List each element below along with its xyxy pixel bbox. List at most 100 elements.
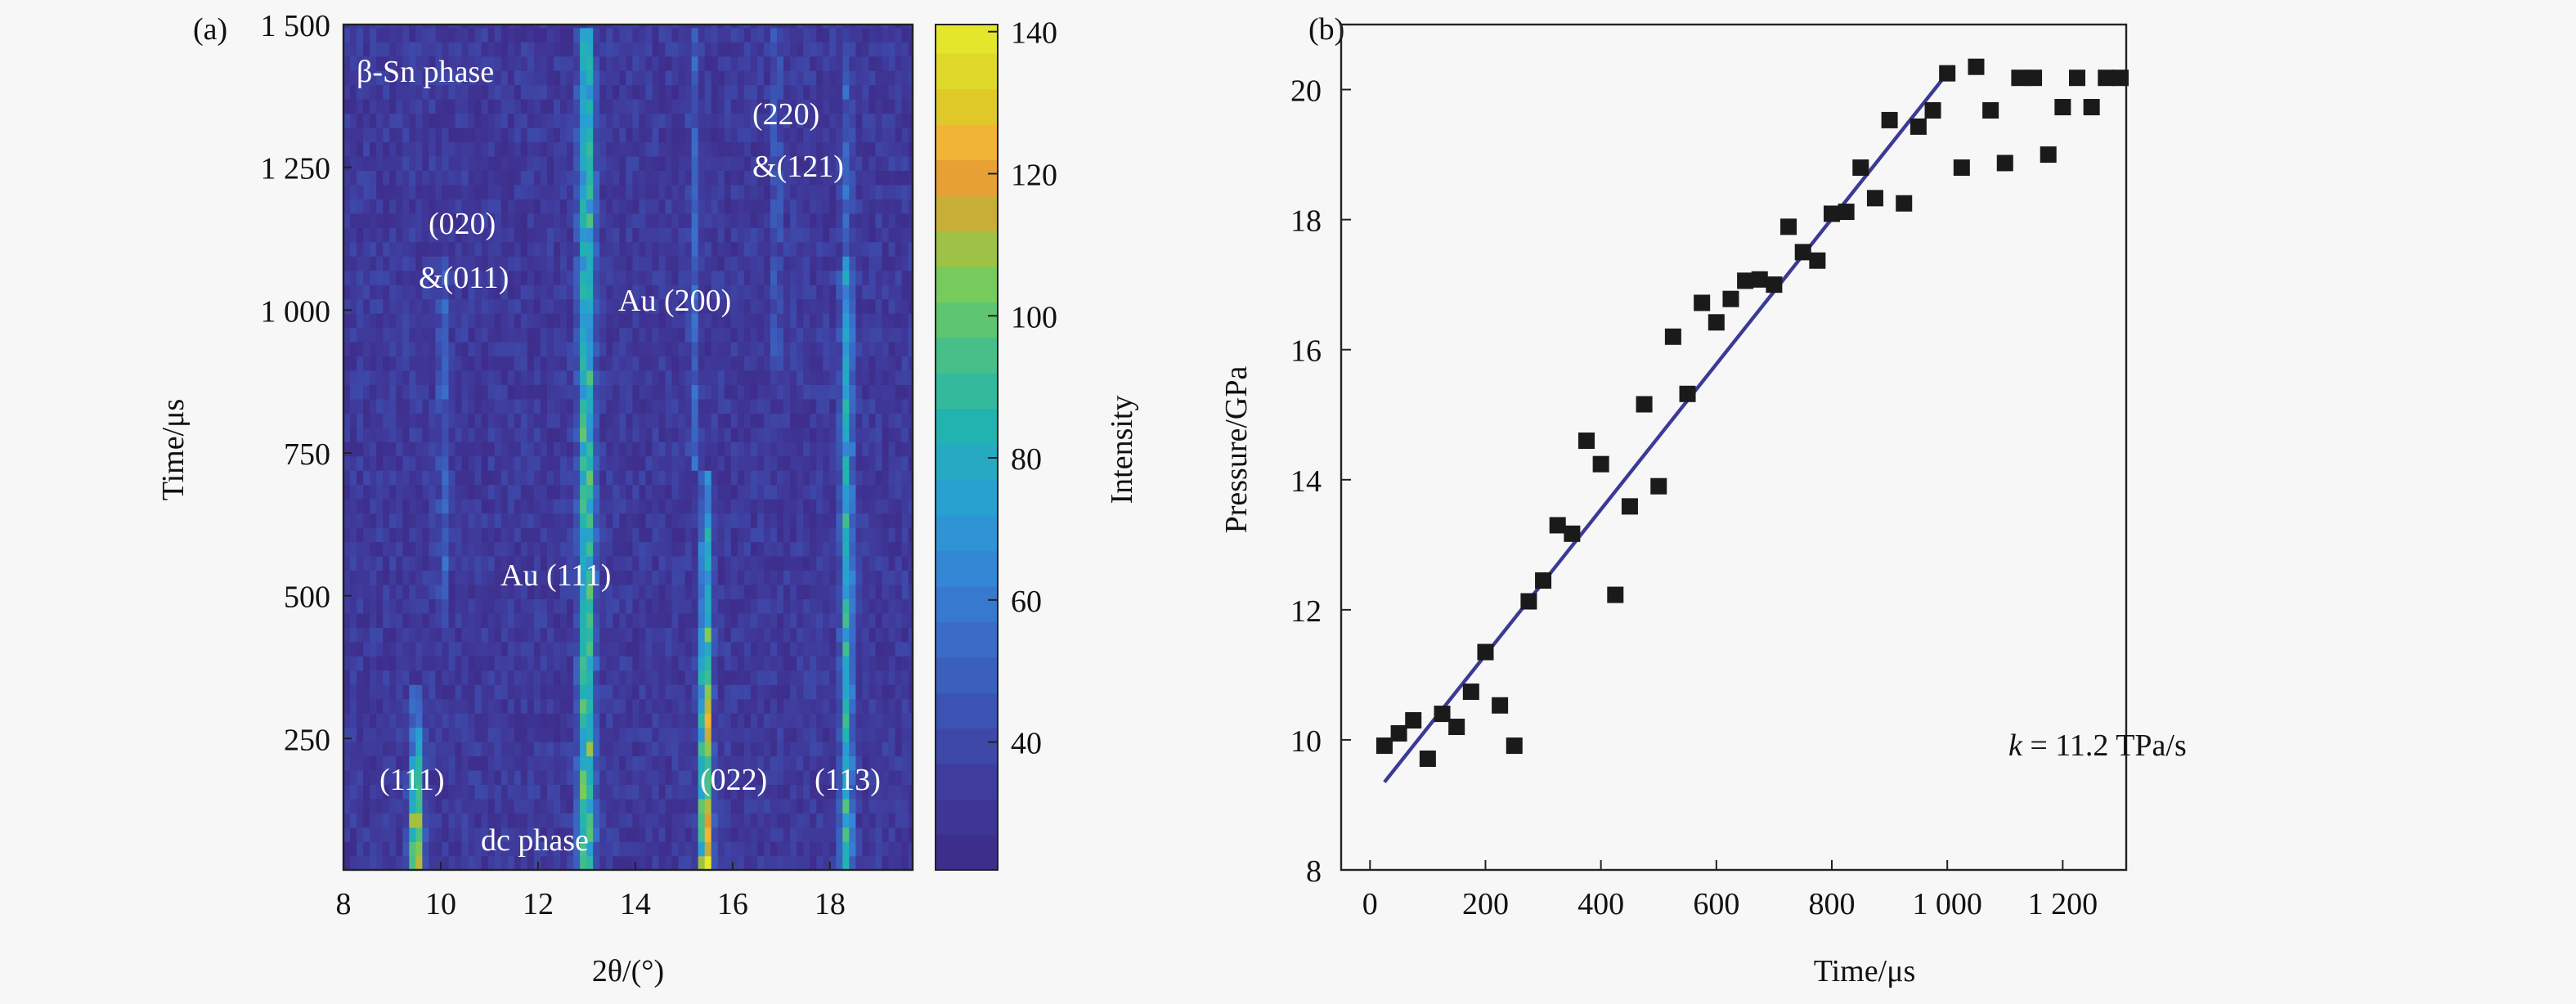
heatmap-cell xyxy=(494,199,502,214)
heatmap-cell xyxy=(540,684,548,700)
heatmap-cell xyxy=(343,769,351,786)
heatmap-cell xyxy=(448,312,456,329)
heatmap-cell xyxy=(652,370,660,385)
heatmap-cell xyxy=(750,255,758,271)
heatmap-cell xyxy=(671,413,680,428)
heatmap-cell xyxy=(855,327,864,343)
heatmap-cell xyxy=(422,284,430,300)
heatmap-cell xyxy=(487,641,496,657)
heatmap-cell xyxy=(868,341,877,357)
heatmap-cell xyxy=(376,784,384,800)
heatmap-cell xyxy=(619,484,627,500)
heatmap-cell xyxy=(567,227,574,243)
heatmap-cell xyxy=(816,356,824,371)
heatmap-cell xyxy=(632,213,640,228)
heatmap-cell xyxy=(567,798,574,814)
heatmap-cell xyxy=(711,455,719,471)
heatmap-cell xyxy=(435,398,443,414)
heatmap-cell xyxy=(435,427,443,442)
heatmap-cell xyxy=(553,270,561,285)
heatmap-cell xyxy=(704,841,712,857)
heatmap-cell xyxy=(573,327,581,343)
heatmap-cell xyxy=(823,284,831,300)
heatmap-cell xyxy=(599,441,608,457)
heatmap-cell xyxy=(724,455,732,471)
heatmap-cell xyxy=(711,155,719,171)
heatmap-cell xyxy=(842,698,850,714)
heatmap-cell xyxy=(429,827,437,842)
heatmap-cell xyxy=(619,584,627,599)
heatmap-cell xyxy=(383,712,391,728)
heatmap-cell xyxy=(599,555,608,571)
heatmap-cell xyxy=(350,284,357,300)
heatmap-cell xyxy=(383,570,391,585)
heatmap-cell xyxy=(797,841,804,857)
heatmap-cell xyxy=(823,598,831,614)
heatmap-cell xyxy=(888,684,896,700)
heatmap-cell xyxy=(514,312,522,329)
heatmap-cell xyxy=(567,41,574,57)
heatmap-cell xyxy=(370,698,377,714)
heatmap-cell xyxy=(652,684,660,700)
heatmap-cell xyxy=(409,641,417,657)
heatmap-cell xyxy=(429,598,437,614)
heatmap-cell xyxy=(533,312,541,329)
heatmap-cell xyxy=(409,227,417,243)
heatmap-cell xyxy=(580,598,587,614)
heatmap-cell xyxy=(500,413,509,428)
heatmap-cell xyxy=(730,113,738,128)
heatmap-cell xyxy=(842,612,850,628)
heatmap-cell xyxy=(645,98,653,114)
heatmap-cell xyxy=(678,170,686,186)
heatmap-cell xyxy=(527,370,535,385)
heatmap-cell xyxy=(442,56,450,71)
heatmap-cell xyxy=(895,469,903,486)
heatmap-cell xyxy=(573,255,581,271)
heatmap-cell xyxy=(829,670,837,685)
heatmap-cell xyxy=(546,827,554,842)
heatmap-cell xyxy=(862,841,870,857)
heatmap-cell xyxy=(777,627,784,643)
heatmap-cell xyxy=(396,41,404,57)
heatmap-cell xyxy=(652,498,660,514)
heatmap-cell xyxy=(389,441,397,457)
heatmap-cell xyxy=(409,312,417,329)
heatmap-cell xyxy=(422,698,430,714)
heatmap-cell xyxy=(836,155,844,171)
heatmap-cell xyxy=(626,855,634,871)
heatmap-cell xyxy=(343,213,351,228)
heatmap-cell xyxy=(882,712,890,728)
heatmap-cell xyxy=(698,241,706,257)
heatmap-cell xyxy=(599,541,608,557)
heatmap-cell xyxy=(698,612,706,628)
heatmap-cell xyxy=(409,184,417,199)
heatmap-cell xyxy=(474,570,482,585)
heatmap-cell xyxy=(823,441,831,457)
heatmap-cell xyxy=(836,427,844,442)
heatmap-cell xyxy=(836,141,844,157)
heatmap-cell xyxy=(363,69,370,86)
heatmap-cell xyxy=(514,341,522,357)
heatmap-cell xyxy=(777,584,784,599)
heatmap-cell xyxy=(711,98,719,114)
heatmap-cell xyxy=(626,127,634,143)
heatmap-cell xyxy=(442,698,450,714)
heatmap-cell xyxy=(711,641,719,657)
heatmap-cell xyxy=(763,698,771,714)
heatmap-cell xyxy=(803,298,810,314)
heatmap-cell xyxy=(816,312,824,329)
heatmap-cell xyxy=(730,98,738,114)
heatmap-cell xyxy=(803,341,810,357)
heatmap-cell xyxy=(481,312,489,329)
heatmap-cell xyxy=(429,727,437,742)
heatmap-cell xyxy=(389,484,397,500)
heatmap-cell xyxy=(875,312,883,329)
heatmap-cell xyxy=(383,612,391,628)
heatmap-cell xyxy=(737,312,745,329)
heatmap-cell xyxy=(777,227,784,243)
heatmap-cell xyxy=(888,484,896,500)
heatmap-cell xyxy=(507,56,515,71)
heatmap-cell xyxy=(810,684,818,700)
heatmap-cell xyxy=(580,627,587,643)
heatmap-cell xyxy=(632,69,640,86)
